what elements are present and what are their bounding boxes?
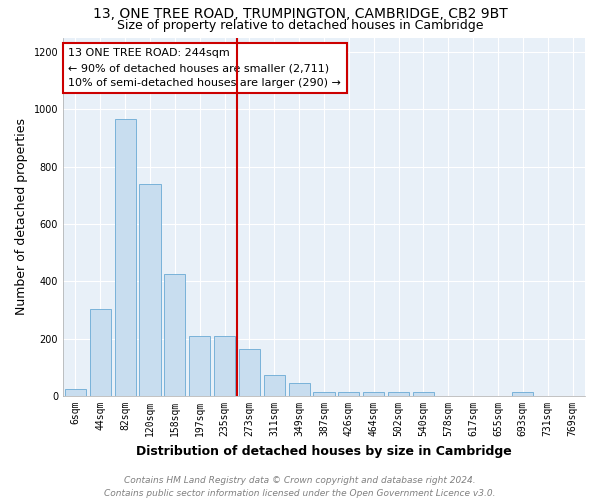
Text: Size of property relative to detached houses in Cambridge: Size of property relative to detached ho… [117,19,483,32]
Y-axis label: Number of detached properties: Number of detached properties [15,118,28,316]
Bar [239,348,260,396]
Bar [115,120,136,396]
Text: 13, ONE TREE ROAD, TRUMPINGTON, CAMBRIDGE, CB2 9BT: 13, ONE TREE ROAD, TRUMPINGTON, CAMBRIDG… [92,8,508,22]
Bar [139,184,161,396]
X-axis label: Distribution of detached houses by size in Cambridge: Distribution of detached houses by size … [136,444,512,458]
Bar [214,336,235,396]
Text: Contains HM Land Registry data © Crown copyright and database right 2024.
Contai: Contains HM Land Registry data © Crown c… [104,476,496,498]
Bar [413,392,434,396]
Bar [313,392,335,396]
Bar [164,274,185,396]
Bar [388,392,409,396]
Bar [189,336,211,396]
Bar [90,308,111,396]
Bar [363,392,384,396]
Text: 13 ONE TREE ROAD: 244sqm
← 90% of detached houses are smaller (2,711)
10% of sem: 13 ONE TREE ROAD: 244sqm ← 90% of detach… [68,48,341,88]
Bar [65,389,86,396]
Bar [289,382,310,396]
Bar [264,374,285,396]
Bar [512,392,533,396]
Bar [338,392,359,396]
